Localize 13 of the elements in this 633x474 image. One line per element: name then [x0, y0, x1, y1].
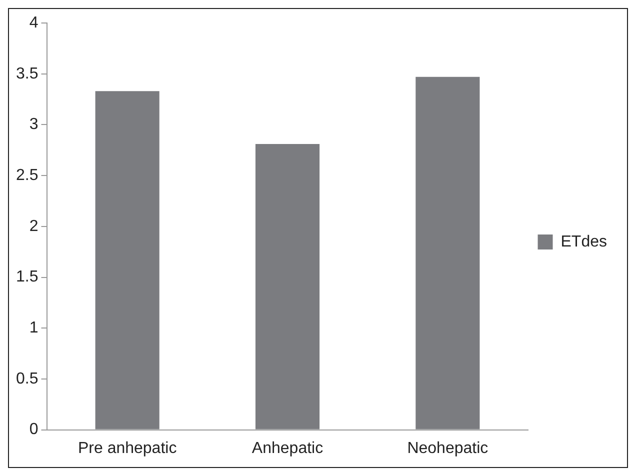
x-tick-label: Pre anhepatic [78, 440, 177, 457]
x-tick-label: Neohepatic [407, 440, 488, 457]
y-tick-label: 2.5 [16, 166, 38, 184]
y-tick-label: 0 [29, 421, 38, 438]
y-tick-label: 1.5 [16, 268, 38, 286]
legend-label: ETdes [560, 233, 608, 250]
y-tick-label: 2 [29, 218, 38, 235]
y-tick-label: 3 [29, 116, 38, 134]
y-tick-label: 1 [29, 320, 38, 337]
x-tick-label: Anhepatic [252, 440, 324, 457]
y-tick-label: 3.5 [16, 65, 38, 82]
y-tick-label: 0.5 [16, 370, 38, 388]
y-tick-label: 4 [29, 14, 38, 32]
